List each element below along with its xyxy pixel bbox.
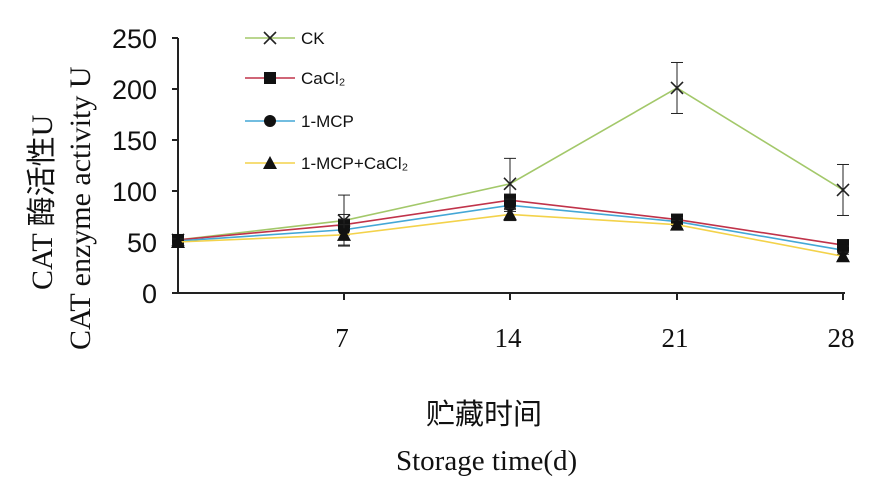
legend-item-cacl2: CaCl₂ <box>245 69 345 88</box>
data-point <box>670 81 684 95</box>
x-tick-label: 7 <box>335 323 349 353</box>
legend-marker-1-mcp-cacl <box>263 156 277 169</box>
y-tick-label: 100 <box>112 177 157 207</box>
data-point <box>171 235 185 248</box>
x-tick-label: 14 <box>495 323 523 353</box>
legend-marker-ck <box>263 31 277 45</box>
data-point <box>337 227 351 241</box>
legend-markers <box>263 31 277 169</box>
series-1-mcp <box>172 198 849 257</box>
y-axis-label-en: CAT enzyme activity U <box>64 66 97 350</box>
data-point <box>503 207 517 221</box>
legend: CK CaCl₂ 1-MCP 1-MCP+CaCl₂ <box>245 29 408 173</box>
y-tick-label: 0 <box>142 279 157 309</box>
x-tick-label: 28 <box>828 323 855 353</box>
y-axis-label-cn: CAT 酶活性U <box>26 114 59 290</box>
legend-item-1mcp: 1-MCP <box>245 112 354 131</box>
axes <box>177 38 845 294</box>
legend-label-1mcp: 1-MCP <box>301 112 354 131</box>
x-ticks: 7 14 21 28 <box>335 293 855 353</box>
x-axis-label-cn: 贮藏时间 <box>426 398 542 431</box>
legend-item-ck: CK <box>245 29 325 48</box>
legend-label-cacl2: CaCl₂ <box>301 69 345 88</box>
data-point <box>836 183 850 197</box>
data-point <box>836 249 850 263</box>
legend-label-ck: CK <box>301 29 325 48</box>
y-tick-label: 50 <box>127 228 157 258</box>
data-point <box>670 217 684 231</box>
x-axis-label-en: Storage time(d) <box>396 445 577 477</box>
series-1-mcp-cacl <box>171 207 850 263</box>
y-tick-label: 200 <box>112 75 157 105</box>
y-tick-label: 150 <box>112 126 157 156</box>
y-tick-label: 250 <box>112 24 157 54</box>
data-point <box>503 177 517 191</box>
x-tick-label: 21 <box>662 323 689 353</box>
series-layer <box>171 61 850 263</box>
legend-label-1mcp-cacl2: 1-MCP+CaCl₂ <box>301 154 408 173</box>
legend-marker-cacl <box>264 72 276 84</box>
y-ticks: 0 50 100 150 200 250 <box>112 24 178 309</box>
legend-marker-1-mcp <box>264 115 276 127</box>
